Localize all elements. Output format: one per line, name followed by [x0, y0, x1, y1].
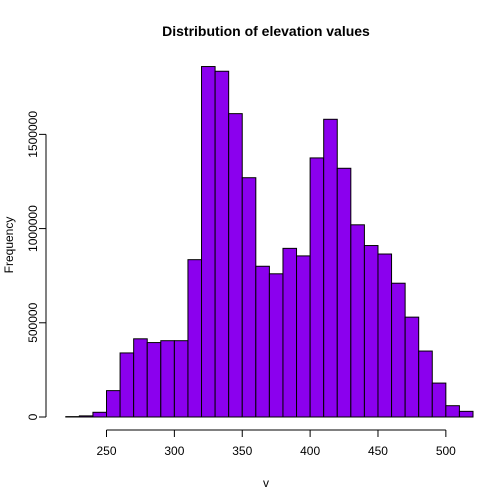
histogram-bar	[241, 177, 257, 418]
histogram-bar	[458, 410, 474, 418]
histogram-bar	[377, 253, 393, 418]
y-tick-label: 1000000	[26, 205, 40, 252]
x-tick-label: 450	[368, 444, 388, 458]
histogram-bar	[268, 273, 284, 418]
histogram-bar	[323, 118, 338, 418]
histogram-bar	[92, 411, 107, 418]
x-tick-label: 300	[164, 444, 184, 458]
y-axis-label: Frequency	[2, 217, 16, 274]
histogram-bar	[418, 350, 433, 418]
histogram-bar	[173, 340, 189, 418]
y-tick-label: 500000	[26, 302, 40, 342]
histogram-bar	[391, 282, 406, 418]
y-tick-label: 0	[26, 413, 40, 420]
histogram-bar	[255, 265, 270, 418]
x-tick-label: 500	[436, 444, 456, 458]
histogram-bar	[404, 316, 420, 418]
histogram-bar	[187, 259, 203, 418]
histogram-bar	[146, 342, 162, 418]
histogram-bar	[106, 390, 121, 418]
x-axis-label: v	[263, 476, 269, 490]
y-tick-label: 1500000	[26, 111, 40, 158]
bars-group	[65, 66, 474, 418]
histogram-bar	[309, 157, 325, 418]
histogram-bar	[201, 66, 216, 418]
x-axis: 250 300 350 400 450 500	[96, 429, 456, 458]
histogram-bar	[336, 167, 352, 418]
chart-title: Distribution of elevation values	[162, 23, 370, 39]
x-tick-label: 400	[300, 444, 320, 458]
histogram-bar	[228, 113, 243, 418]
x-tick-label: 250	[96, 444, 116, 458]
histogram-bar	[363, 245, 379, 418]
histogram-bar	[78, 415, 94, 418]
histogram-bar	[431, 382, 447, 418]
histogram-bar	[445, 405, 460, 418]
histogram-bar	[133, 338, 148, 418]
y-axis: 0 500000 1000000 1500000	[26, 111, 47, 420]
histogram-bar	[296, 255, 311, 418]
histogram-bar	[119, 352, 135, 418]
histogram-bar	[214, 70, 230, 418]
x-tick-label: 350	[232, 444, 252, 458]
histogram-bar	[350, 224, 365, 418]
histogram-bar	[160, 340, 175, 418]
histogram-bar	[282, 247, 298, 418]
